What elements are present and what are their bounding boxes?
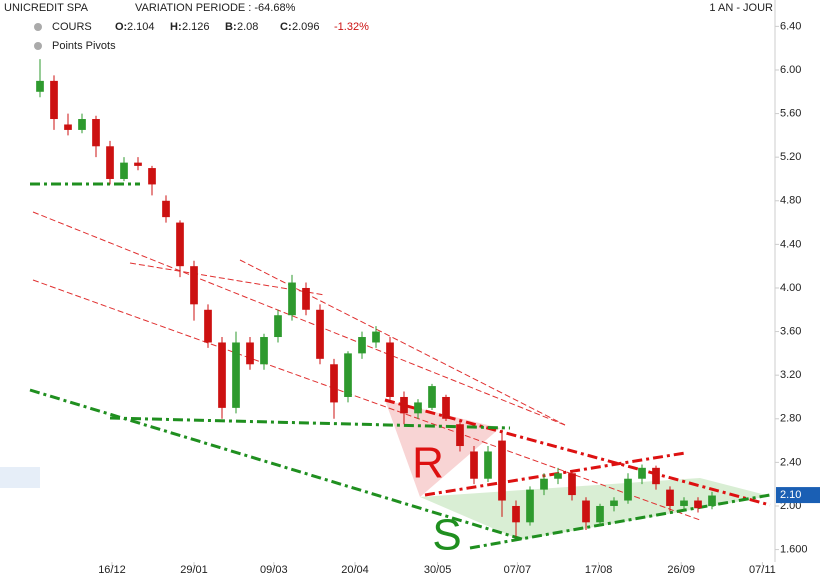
support-zone	[420, 478, 770, 540]
quote-value: 2.104	[127, 21, 155, 33]
candle-body	[316, 309, 324, 359]
quote-label: O:	[115, 21, 127, 33]
quote-label: B:	[225, 21, 237, 33]
candle-body	[134, 162, 142, 166]
candle-body	[428, 386, 436, 408]
candle-body	[442, 396, 450, 419]
candle-body	[470, 451, 478, 479]
quote-value: 2.08	[237, 21, 258, 33]
y-tick-label: 6.00	[780, 64, 801, 76]
candle-body	[50, 80, 58, 120]
candle-body	[246, 342, 254, 365]
y-tick-label: 4.80	[780, 195, 801, 207]
settings-icon[interactable]	[34, 23, 42, 31]
candle-body	[456, 424, 464, 447]
candle-body	[204, 309, 212, 343]
candle-body	[190, 266, 198, 305]
candle-body	[400, 396, 408, 414]
candle-body	[386, 342, 394, 397]
x-tick-label: 26/09	[667, 564, 695, 576]
y-tick-label: 4.00	[780, 282, 801, 294]
candle-body	[218, 342, 226, 408]
quote-value: 2.126	[182, 21, 210, 33]
candle-body	[288, 282, 296, 316]
candle-body	[638, 467, 646, 479]
candle-body	[78, 119, 86, 130]
candle-body	[232, 342, 240, 408]
annotation: R	[412, 439, 444, 488]
annotation: S	[432, 511, 461, 560]
x-tick-label: 29/01	[180, 564, 208, 576]
candle-body	[680, 500, 688, 506]
y-tick-label: 6.40	[780, 20, 801, 32]
y-tick-label: 5.60	[780, 107, 801, 119]
x-tick-label: 07/07	[504, 564, 532, 576]
candle-body	[372, 331, 380, 343]
candle-body	[176, 222, 184, 267]
x-tick-label: 07/11	[749, 564, 776, 576]
candle-body	[666, 489, 674, 506]
x-tick-label: 30/05	[424, 564, 452, 576]
candle-body	[162, 200, 170, 218]
quote-value: 2.096	[292, 21, 320, 33]
candle-body	[582, 500, 590, 523]
x-tick-label: 16/12	[98, 564, 126, 576]
y-tick-label: 4.40	[780, 238, 801, 250]
series-name: COURS	[52, 21, 92, 33]
y-tick-label: 5.20	[780, 151, 801, 163]
candle-body	[526, 489, 534, 523]
candle-body	[708, 495, 716, 506]
trend-lines	[32, 211, 701, 521]
subtitle: VARIATION PERIODE : -64.68%	[135, 2, 296, 14]
candle-body	[330, 364, 338, 403]
quote-label: C:	[280, 21, 292, 33]
x-tick-label: 09/03	[260, 564, 288, 576]
candle-body	[652, 467, 660, 485]
candle-body	[554, 473, 562, 479]
candle-body	[36, 80, 44, 92]
candle-body	[274, 315, 282, 338]
x-tick-label: 20/04	[341, 564, 369, 576]
y-tick-label: 1.600	[780, 543, 808, 555]
candle-body	[568, 473, 576, 496]
candle-body	[64, 124, 72, 130]
y-tick-label: 3.60	[780, 325, 801, 337]
candle-body	[596, 505, 604, 523]
x-tick-label: 17/08	[585, 564, 613, 576]
indicator-name: Points Pivots	[52, 40, 116, 52]
candle-body	[512, 505, 520, 523]
support-lines	[29, 182, 771, 550]
candle-body	[260, 337, 268, 365]
candle-body	[610, 500, 618, 506]
settings-icon[interactable]	[34, 42, 42, 50]
candle-body	[120, 162, 128, 179]
change: -1.32%	[334, 21, 369, 33]
y-tick-label: 2.80	[780, 413, 801, 425]
quote-label: H:	[170, 21, 182, 33]
candle-body	[498, 440, 506, 501]
candle-body	[92, 119, 100, 147]
candle-body	[302, 287, 310, 310]
candle-body	[414, 402, 422, 414]
y-tick-label: 2.40	[780, 456, 801, 468]
candle-body	[148, 168, 156, 185]
period: 1 AN - JOUR	[709, 2, 773, 14]
candle-body	[624, 478, 632, 501]
candle-body	[540, 478, 548, 490]
last-price-label: 2.10	[780, 489, 801, 501]
candle-body	[694, 500, 702, 509]
last-price-box	[776, 487, 820, 504]
y-tick-label: 3.20	[780, 369, 801, 381]
highlight	[0, 467, 40, 488]
candle-body	[358, 337, 366, 354]
candle-body	[344, 353, 352, 397]
candle-body	[106, 146, 114, 179]
chart-title: UNICREDIT SPA	[4, 2, 89, 14]
candle-body	[484, 451, 492, 479]
